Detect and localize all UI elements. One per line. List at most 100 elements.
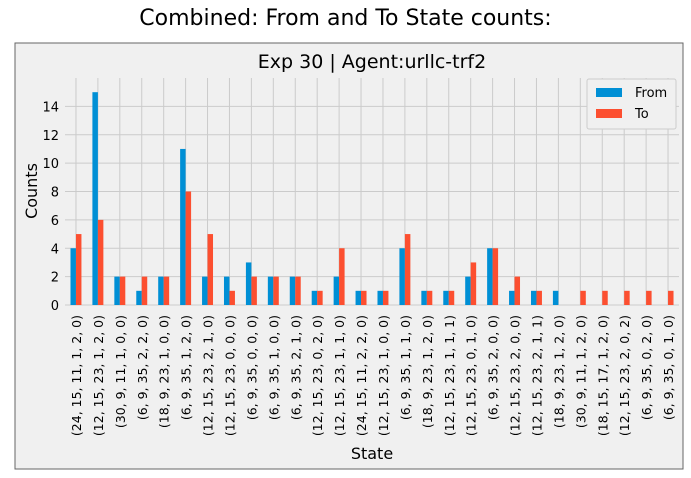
- bar-to: [75, 234, 82, 305]
- bar-to: [646, 290, 652, 305]
- bar-from: [202, 276, 208, 305]
- bar-to: [624, 290, 630, 305]
- bar-to: [492, 248, 499, 305]
- x-tick-label: (12, 15, 23, 2, 0, 0): [508, 315, 523, 436]
- bar-to: [163, 276, 170, 305]
- bar-from: [421, 290, 427, 305]
- bar-from: [399, 248, 405, 305]
- bar-to: [668, 290, 674, 305]
- x-tick-label: (6, 9, 35, 0, 0, 0): [244, 315, 259, 420]
- bar-to: [448, 290, 455, 305]
- bar-to: [514, 276, 521, 305]
- legend-label-to: To: [634, 107, 649, 122]
- x-tick-label: (6, 9, 35, 0, 1, 0): [661, 315, 676, 420]
- x-tick-label: (24, 15, 11, 2, 2, 0): [354, 315, 369, 436]
- y-tick-label: 12: [42, 129, 59, 144]
- x-axis: (24, 15, 11, 1, 2, 0) (12, 15, 23, 1, 2, …: [69, 315, 676, 436]
- bar-to: [382, 290, 389, 305]
- y-axis: 0 2 4 6 8 10 12 14: [42, 100, 59, 314]
- bar-to: [251, 276, 257, 305]
- legend-swatch-to: [596, 109, 622, 118]
- y-tick-label: 10: [42, 157, 59, 172]
- bar-from: [465, 276, 471, 305]
- bar-to: [295, 276, 301, 305]
- legend-swatch-from: [596, 88, 622, 97]
- bar-from: [245, 262, 252, 305]
- bar-to: [404, 234, 411, 305]
- bar-to: [119, 276, 126, 305]
- x-tick-label: (12, 15, 23, 1, 0, 0): [376, 315, 391, 436]
- grid: [65, 78, 679, 306]
- x-tick-label: (24, 15, 11, 1, 2, 0): [69, 315, 84, 436]
- bar-to: [273, 276, 279, 305]
- bar-from: [487, 248, 493, 305]
- bar-from: [70, 248, 76, 305]
- bar-to: [580, 290, 586, 305]
- bar-to: [426, 290, 433, 305]
- bar-from: [333, 276, 340, 305]
- legend-label-from: From: [635, 86, 667, 101]
- bar-from: [136, 290, 142, 305]
- bar-to: [536, 290, 542, 305]
- bar-from: [289, 276, 296, 305]
- y-tick-label: 0: [51, 299, 59, 314]
- x-tick-label: (6, 9, 35, 1, 0, 0): [266, 315, 281, 420]
- x-tick-label: (6, 9, 35, 2, 1, 0): [288, 315, 303, 420]
- bar-from: [443, 290, 449, 305]
- x-tick-label: (12, 15, 23, 0, 0, 0): [222, 315, 237, 436]
- y-tick-label: 14: [42, 100, 59, 115]
- bar-from: [223, 276, 230, 305]
- x-tick-label: (12, 15, 23, 2, 1, 1): [529, 315, 544, 436]
- x-tick-label: (18, 9, 23, 1, 0, 0): [157, 315, 172, 428]
- y-tick-label: 8: [51, 186, 59, 201]
- bar-to: [185, 191, 192, 305]
- bar-from: [552, 290, 559, 305]
- x-tick-label: (12, 15, 23, 1, 1, 0): [332, 315, 347, 436]
- x-tick-label: (12, 15, 23, 0, 2, 0): [310, 315, 325, 436]
- bar-to: [339, 248, 345, 305]
- x-tick-label: (12, 15, 23, 0, 1, 0): [464, 315, 479, 436]
- x-tick-label: (6, 9, 35, 2, 2, 0): [135, 315, 150, 420]
- bar-to: [361, 290, 367, 305]
- x-tick-label: (6, 9, 35, 1, 2, 0): [179, 315, 194, 420]
- x-tick-label: (18, 15, 17, 1, 2, 0): [595, 315, 610, 436]
- legend: From To: [586, 78, 677, 130]
- y-axis-label: Counts: [22, 163, 41, 219]
- bar-to: [207, 234, 214, 305]
- bar-from: [114, 276, 120, 305]
- bar-from: [355, 290, 362, 305]
- bar-to: [317, 290, 323, 305]
- bar-from: [92, 92, 98, 305]
- x-tick-label: (6, 9, 35, 2, 0, 0): [486, 315, 501, 420]
- bar-to: [602, 290, 608, 305]
- bars: [70, 92, 674, 305]
- bar-from: [267, 276, 274, 305]
- x-tick-label: (18, 9, 23, 1, 2, 0): [551, 315, 566, 428]
- x-tick-label: (30, 9, 11, 1, 2, 0): [573, 315, 588, 428]
- x-tick-label: (12, 15, 23, 2, 0, 2): [617, 315, 632, 436]
- x-tick-label: (30, 9, 11, 1, 0, 0): [113, 315, 128, 428]
- bar-from: [377, 290, 383, 305]
- figure-title: Combined: From and To State counts:: [139, 6, 552, 31]
- x-tick-label: (18, 9, 23, 1, 2, 0): [420, 315, 435, 428]
- bar-to: [470, 262, 477, 305]
- x-tick-label: (12, 15, 23, 2, 1, 0): [201, 315, 216, 436]
- chart-title: Exp 30 | Agent:urllc-trf2: [258, 51, 486, 73]
- bar-from: [311, 290, 318, 305]
- x-tick-label: (12, 15, 23, 1, 1, 1): [442, 315, 457, 436]
- y-tick-label: 4: [51, 242, 59, 257]
- bar-from: [530, 290, 537, 305]
- x-tick-label: (12, 15, 23, 1, 2, 0): [91, 315, 106, 436]
- x-tick-label: (6, 9, 35, 0, 2, 0): [639, 315, 654, 420]
- bar-from: [509, 290, 515, 305]
- x-axis-label: State: [351, 444, 393, 463]
- bar-to: [229, 290, 235, 305]
- bar-to: [141, 276, 148, 305]
- y-tick-label: 6: [51, 214, 59, 229]
- x-tick-label: (6, 9, 35, 1, 1, 0): [398, 315, 413, 420]
- bar-to: [97, 219, 104, 305]
- y-tick-label: 2: [51, 271, 59, 286]
- bar-from: [180, 148, 186, 305]
- bar-from: [158, 276, 164, 305]
